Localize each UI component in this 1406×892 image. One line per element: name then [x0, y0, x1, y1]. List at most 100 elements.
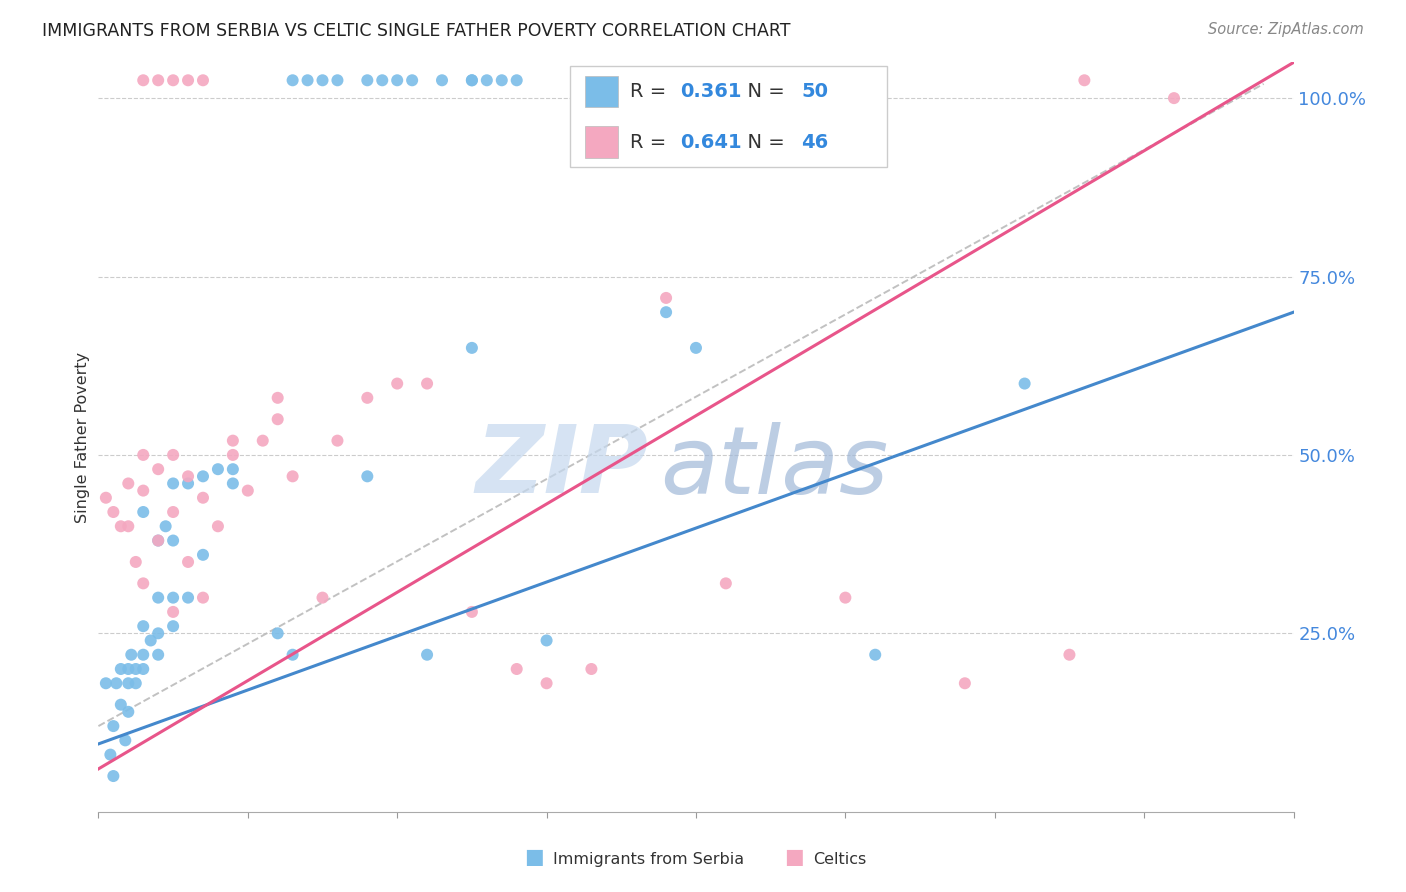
Text: IMMIGRANTS FROM SERBIA VS CELTIC SINGLE FATHER POVERTY CORRELATION CHART: IMMIGRANTS FROM SERBIA VS CELTIC SINGLE …	[42, 22, 790, 40]
Point	[1059, 648, 1081, 662]
Point	[148, 591, 170, 605]
Point	[506, 662, 529, 676]
Point	[148, 533, 170, 548]
Text: 0.641: 0.641	[681, 133, 742, 152]
Point	[191, 469, 214, 483]
Point	[117, 705, 139, 719]
Point	[162, 505, 184, 519]
Point	[110, 662, 132, 676]
Point	[162, 533, 184, 548]
Point	[207, 462, 229, 476]
Point	[222, 434, 245, 448]
Point	[177, 591, 200, 605]
Point	[1163, 91, 1185, 105]
FancyBboxPatch shape	[585, 127, 619, 158]
Point	[94, 491, 117, 505]
Point	[110, 519, 132, 533]
Point	[385, 73, 409, 87]
Text: ■: ■	[524, 847, 544, 867]
FancyBboxPatch shape	[585, 76, 619, 107]
Text: Source: ZipAtlas.com: Source: ZipAtlas.com	[1208, 22, 1364, 37]
Point	[252, 434, 274, 448]
Point	[132, 73, 155, 87]
Point	[162, 605, 184, 619]
Point	[177, 73, 200, 87]
Point	[148, 533, 170, 548]
Point	[475, 73, 498, 87]
Point	[120, 648, 142, 662]
Point	[114, 733, 136, 747]
Text: R =: R =	[630, 133, 672, 152]
Point	[222, 448, 245, 462]
Point	[267, 626, 290, 640]
Point	[177, 476, 200, 491]
Point	[281, 648, 304, 662]
Point	[385, 376, 409, 391]
Point	[132, 576, 155, 591]
Point	[162, 448, 184, 462]
Point	[356, 391, 378, 405]
Point	[191, 548, 214, 562]
FancyBboxPatch shape	[571, 66, 887, 168]
Point	[148, 626, 170, 640]
Point	[311, 73, 333, 87]
Text: N =: N =	[735, 133, 792, 152]
Point	[953, 676, 976, 690]
Point	[117, 476, 139, 491]
Point	[536, 633, 558, 648]
Point	[506, 73, 529, 87]
Point	[581, 662, 603, 676]
Point	[177, 555, 200, 569]
Point	[139, 633, 162, 648]
Text: Celtics: Celtics	[813, 852, 866, 867]
Point	[103, 505, 125, 519]
Point	[281, 73, 304, 87]
Point	[162, 73, 184, 87]
Point	[125, 662, 148, 676]
Point	[94, 676, 117, 690]
Point	[148, 73, 170, 87]
Point	[207, 519, 229, 533]
Point	[117, 519, 139, 533]
Point	[117, 676, 139, 690]
Point	[326, 434, 349, 448]
Point	[103, 769, 125, 783]
Point	[834, 591, 856, 605]
Point	[105, 676, 128, 690]
Point	[267, 412, 290, 426]
Point	[132, 619, 155, 633]
Point	[1073, 73, 1095, 87]
Point	[461, 341, 484, 355]
Point	[155, 519, 177, 533]
Point	[461, 73, 484, 87]
Point	[371, 73, 394, 87]
Text: R =: R =	[630, 82, 672, 101]
Text: Immigrants from Serbia: Immigrants from Serbia	[553, 852, 744, 867]
Text: 50: 50	[801, 82, 828, 101]
Point	[536, 676, 558, 690]
Point	[281, 469, 304, 483]
Text: ■: ■	[785, 847, 804, 867]
Y-axis label: Single Father Poverty: Single Father Poverty	[75, 351, 90, 523]
Point	[191, 491, 214, 505]
Point	[177, 469, 200, 483]
Point	[162, 476, 184, 491]
Point	[267, 391, 290, 405]
Text: 0.361: 0.361	[681, 82, 742, 101]
Point	[125, 676, 148, 690]
Point	[191, 73, 214, 87]
Point	[236, 483, 259, 498]
Point	[416, 648, 439, 662]
Point	[110, 698, 132, 712]
Point	[132, 483, 155, 498]
Point	[103, 719, 125, 733]
Point	[356, 73, 378, 87]
Point	[148, 648, 170, 662]
Point	[1014, 376, 1036, 391]
Point	[162, 591, 184, 605]
Point	[297, 73, 319, 87]
Point	[117, 662, 139, 676]
Point	[714, 576, 737, 591]
Point	[326, 73, 349, 87]
Point	[865, 648, 887, 662]
